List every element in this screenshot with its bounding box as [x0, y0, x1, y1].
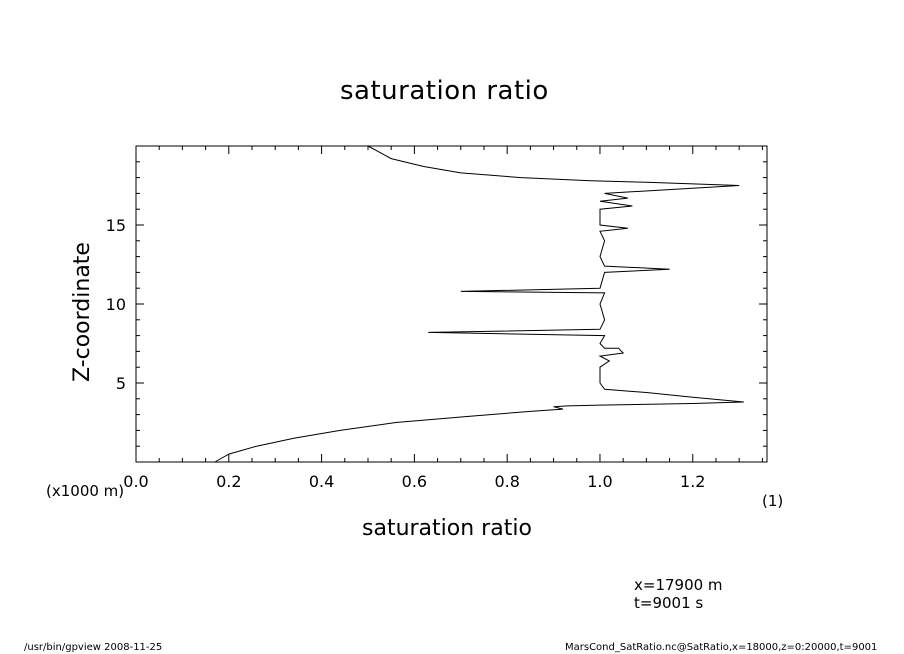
x-axis-label: saturation ratio	[362, 516, 532, 541]
plot-frame	[135, 145, 768, 463]
axis-ticks	[135, 146, 767, 462]
x-tick-label: 0.2	[216, 472, 241, 491]
footer-left: /usr/bin/gpview 2008-11-25	[24, 642, 163, 653]
axis-tick-labels: 0.0 0.2 0.4 0.6 0.8 1.0 1.2 5 10 15	[106, 216, 706, 491]
x-tick-label: 0.0	[123, 472, 148, 491]
x-axis-unit: (1)	[762, 492, 784, 510]
x-tick-label: 0.8	[494, 472, 519, 491]
y-axis-unit: (x1000 m)	[46, 482, 125, 500]
y-tick-label: 5	[116, 374, 126, 393]
y-tick-label: 15	[106, 216, 126, 235]
info-line-time: t=9001 s	[634, 594, 704, 612]
x-tick-label: 1.2	[680, 472, 705, 491]
chart-title: saturation ratio	[340, 76, 549, 106]
x-tick-label: 0.6	[402, 472, 427, 491]
footer-right: MarsCond_SatRatio.nc@SatRatio,x=18000,z=…	[565, 642, 878, 653]
x-tick-label: 1.0	[587, 472, 612, 491]
y-axis-label: Z-coordinate	[70, 242, 95, 382]
info-block: x=17900 m t=9001 s	[634, 576, 723, 612]
x-tick-label: 0.4	[309, 472, 334, 491]
y-tick-label: 10	[106, 295, 126, 314]
series-line	[214, 145, 744, 463]
info-line-position: x=17900 m	[634, 576, 723, 594]
